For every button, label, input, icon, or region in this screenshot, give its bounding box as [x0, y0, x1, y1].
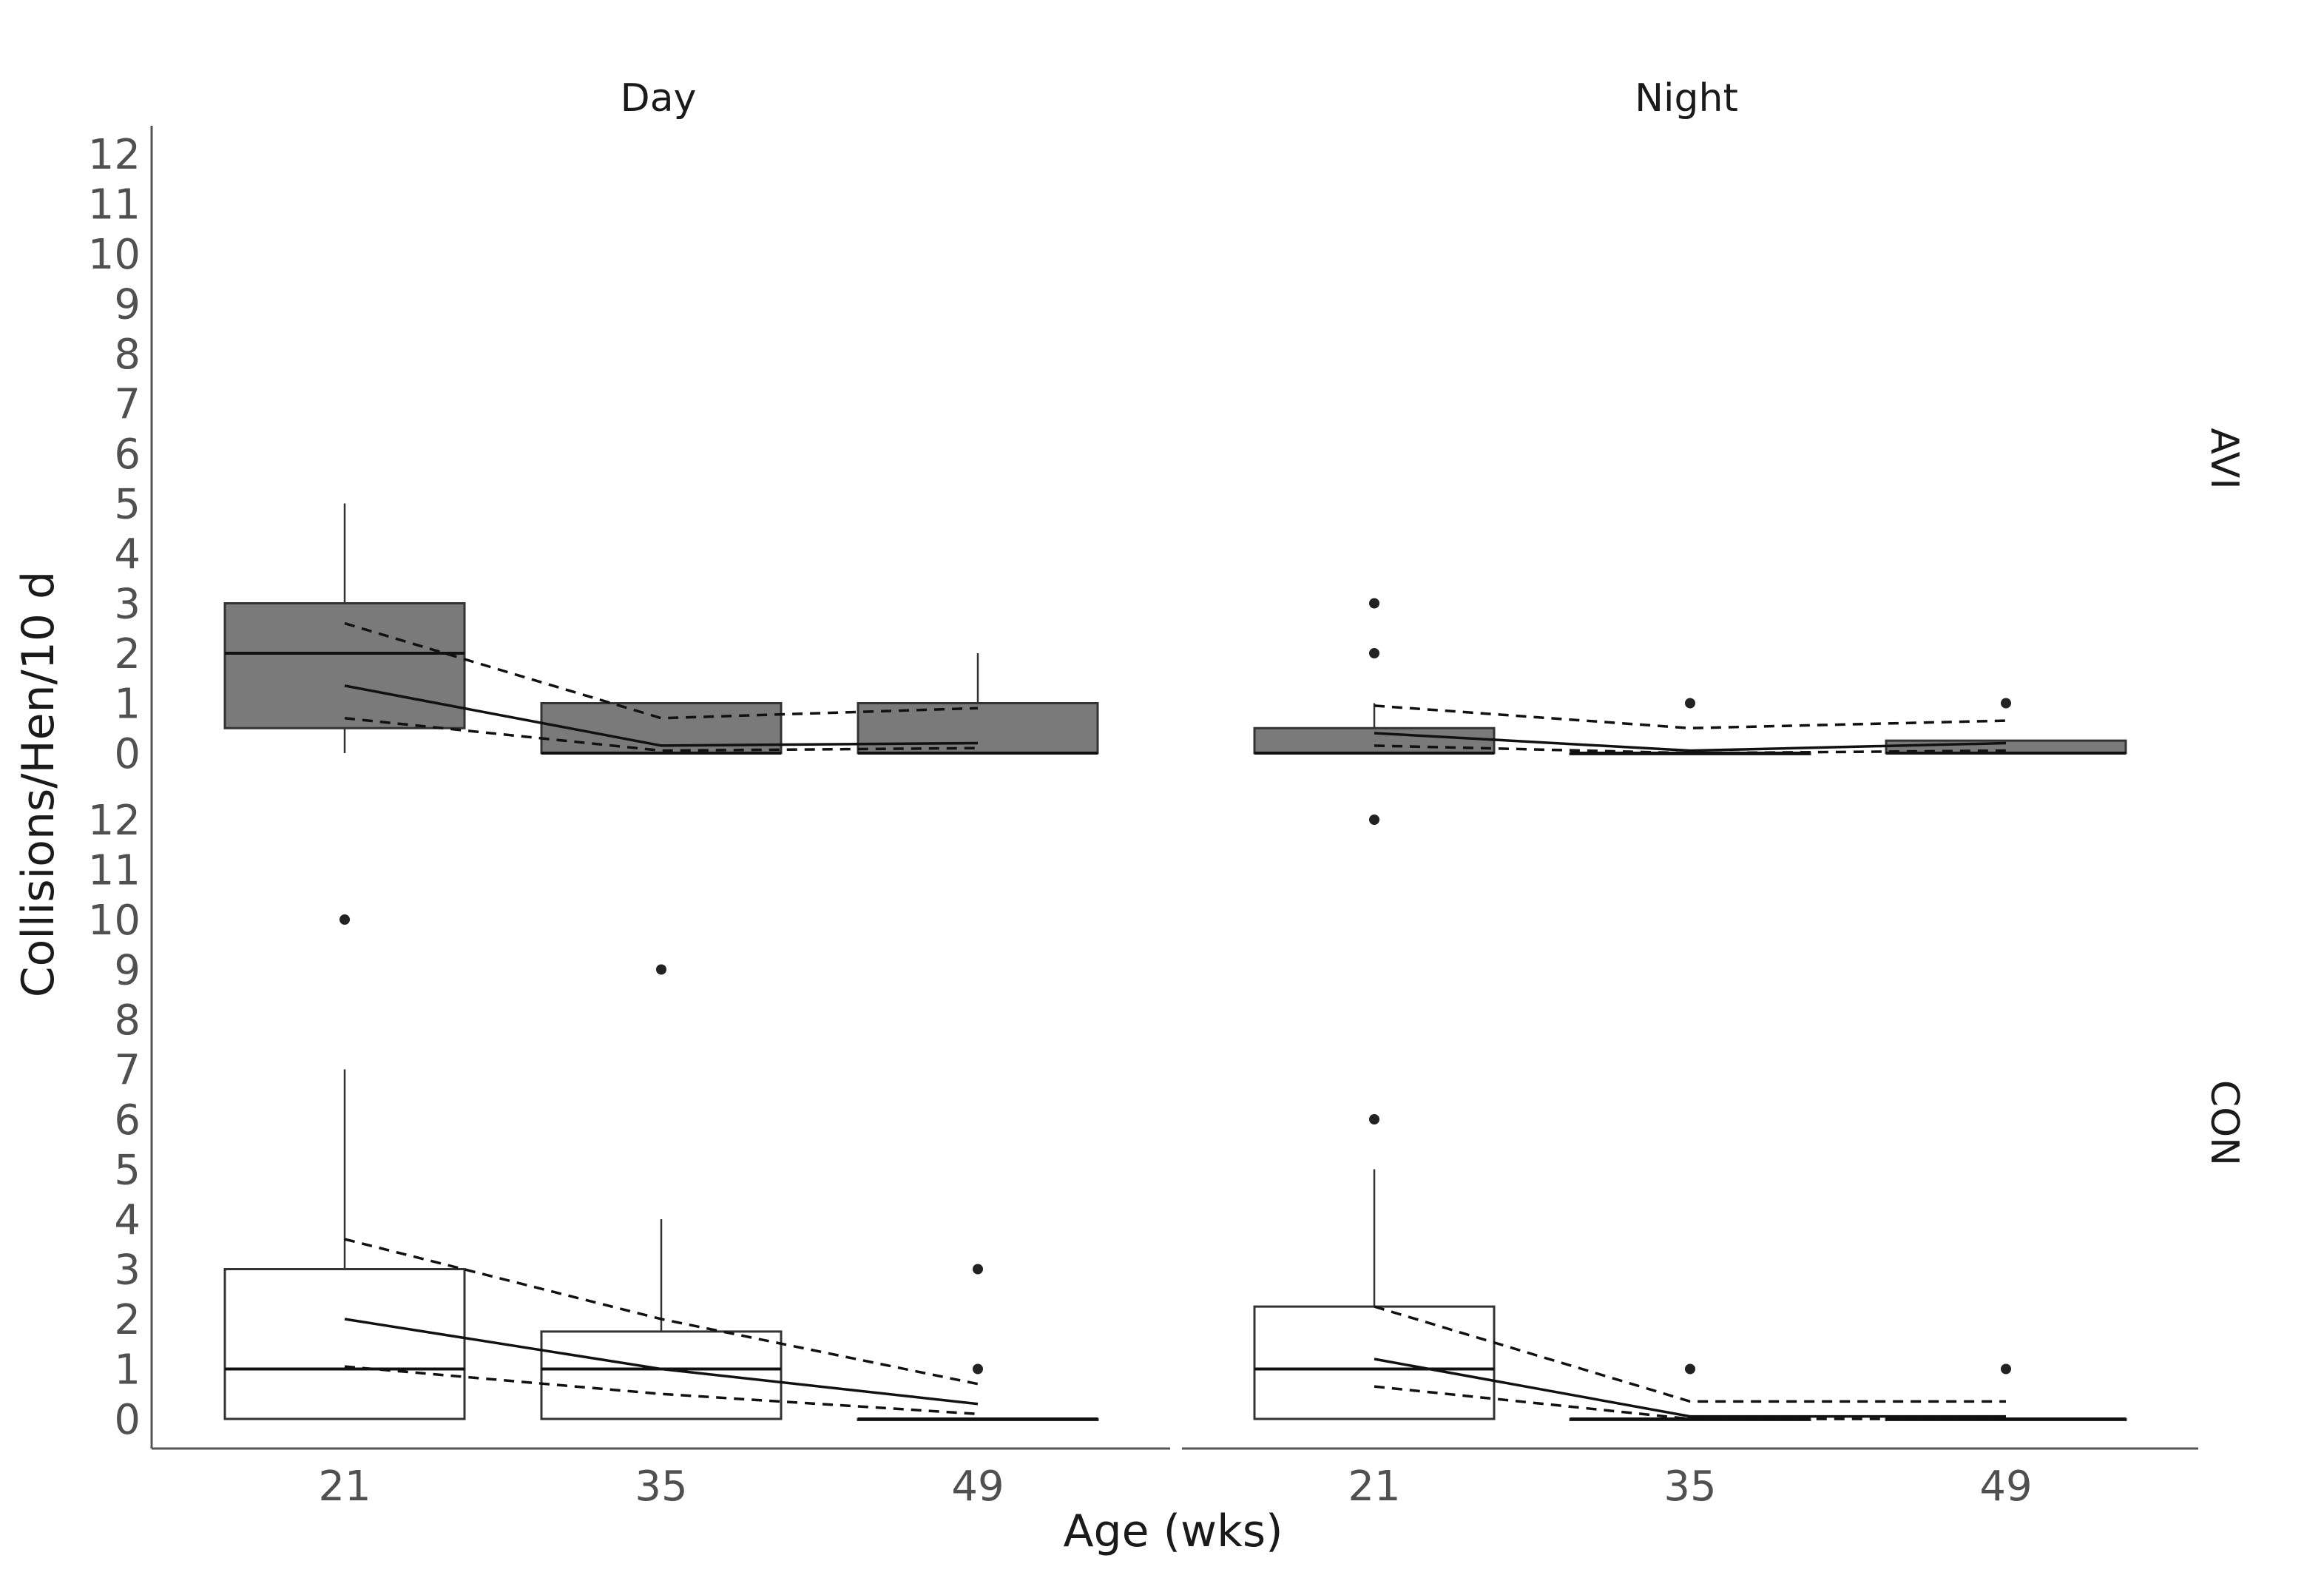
- y-tick-label: 2: [114, 1296, 141, 1344]
- strip-label-day: Day: [621, 76, 697, 121]
- y-tick-label: 1: [114, 1346, 141, 1395]
- fit-line: [344, 1318, 979, 1406]
- y-tick-label: 3: [114, 581, 141, 629]
- x-tick-label: 21: [1348, 1463, 1400, 1511]
- y-tick-label: 1: [114, 681, 141, 729]
- outlier-point: [2001, 1363, 2011, 1375]
- x-tick-labels: 21 35 49 21 35 49: [318, 1463, 2032, 1511]
- box: [540, 1330, 783, 1420]
- x-tick-label: 49: [1979, 1463, 2032, 1511]
- y-axis-title: Collisions/Hen/10 d: [13, 571, 64, 998]
- outlier-point: [1369, 648, 1379, 658]
- y-tick-label: 7: [114, 1047, 141, 1095]
- x-axis-title: Age (wks): [1063, 1505, 1283, 1557]
- x-tick-label: 35: [635, 1463, 687, 1511]
- outlier-point: [973, 1363, 983, 1375]
- box: [1253, 726, 1496, 755]
- outlier-point: [1369, 1114, 1379, 1124]
- y-tick-label: 4: [114, 530, 141, 579]
- y-tick-label: 9: [114, 947, 141, 995]
- ci-upper-line: [344, 621, 979, 720]
- y-tick-label: 11: [88, 847, 141, 895]
- y-tick-label: 6: [114, 431, 141, 479]
- strip-label-con: CON: [2202, 1080, 2246, 1166]
- ci-upper-line: [344, 1238, 979, 1386]
- x-tick-label: 35: [1663, 1463, 1716, 1511]
- y-tick-label: 0: [114, 1396, 141, 1444]
- y-tick-label: 10: [88, 231, 141, 279]
- fit-line: [344, 684, 979, 747]
- panels: [223, 503, 2127, 1421]
- ci-upper-line: [1374, 1305, 2006, 1403]
- y-tick-label: 2: [114, 630, 141, 678]
- outlier-point: [1685, 1363, 1695, 1375]
- y-tick-label: 0: [114, 730, 141, 778]
- outlier-point: [340, 914, 350, 925]
- y-tick-label: 6: [114, 1096, 141, 1144]
- y-tick-label: 8: [114, 331, 141, 379]
- panel-night-avi: [1253, 598, 2127, 755]
- box: [857, 702, 1099, 755]
- y-tick-label: 12: [88, 797, 141, 845]
- y-tick-label: 8: [114, 997, 141, 1045]
- x-tick-label: 49: [951, 1463, 1004, 1511]
- panel-day-avi: [223, 503, 1099, 755]
- y-tick-label: 3: [114, 1247, 141, 1295]
- fit-line: [1374, 732, 2007, 752]
- y-tick-label: 10: [88, 897, 141, 945]
- fit-line: [1374, 1358, 2006, 1418]
- box: [1885, 739, 2127, 755]
- y-tick-label: 9: [114, 281, 141, 329]
- y-tick-label: 7: [114, 381, 141, 429]
- outlier-point: [656, 964, 666, 975]
- x-tick-label: 21: [318, 1463, 371, 1511]
- outlier-point: [1685, 698, 1695, 709]
- outlier-point: [1369, 598, 1379, 609]
- panel-night-con: [1253, 815, 2127, 1421]
- box: [223, 602, 466, 729]
- strip-label-night: Night: [1635, 76, 1738, 121]
- box: [1253, 1305, 1496, 1420]
- y-tick-label: 4: [114, 1196, 141, 1244]
- panel-day-con: [223, 914, 1099, 1421]
- outlier-point: [2001, 698, 2011, 709]
- box: [223, 1268, 466, 1420]
- y-tick-label: 12: [88, 131, 141, 179]
- y-tick-label: 11: [88, 181, 141, 229]
- outlier-point: [973, 1264, 983, 1275]
- outlier-point: [1369, 815, 1379, 825]
- y-tick-label: 5: [114, 481, 141, 529]
- y-tick-label: 5: [114, 1147, 141, 1195]
- strip-label-avi: AVI: [2202, 428, 2246, 489]
